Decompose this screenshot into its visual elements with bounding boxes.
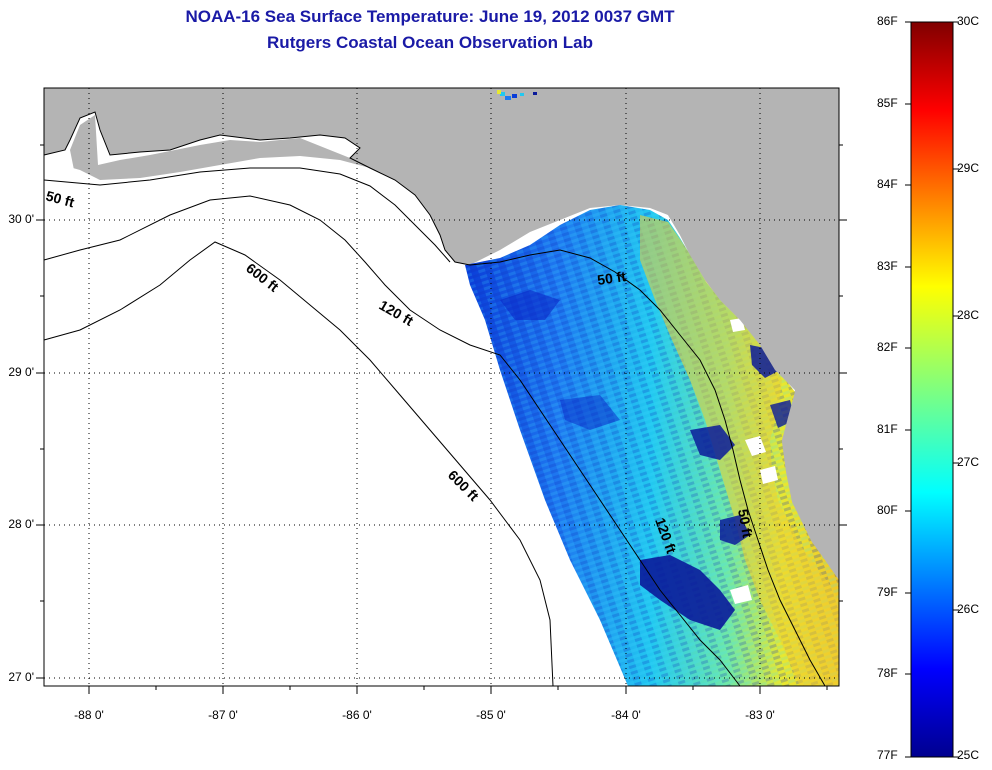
colorbar-label-c: 30C: [957, 14, 980, 28]
lon-label-87: -87 0': [208, 708, 238, 722]
colorbar-label-c: 28C: [957, 308, 980, 322]
colorbar-label-c: 26C: [957, 602, 980, 616]
colorbar-label-f: 85F: [877, 96, 898, 110]
isobath-label-50-south: 50 ft: [735, 508, 756, 539]
colorbar-label-f: 83F: [877, 259, 898, 273]
isobath-label-50-west: 50 ft: [44, 187, 76, 210]
colorbar-label-f: 86F: [877, 14, 898, 28]
map-subtitle: Rutgers Coastal Ocean Observation Lab: [267, 33, 593, 52]
isobath-label-50-east: 50 ft: [596, 268, 627, 288]
lat-label-29: 29 0': [8, 365, 34, 379]
sst-swath: [465, 205, 839, 686]
colorbar-label-f: 79F: [877, 585, 898, 599]
colorbar-label-c: 29C: [957, 161, 980, 175]
colorbar-label-c: 25C: [957, 748, 980, 762]
colorbar-label-c: 27C: [957, 455, 980, 469]
lat-label-30: 30 0': [8, 212, 34, 226]
lat-label-27: 27 0': [8, 670, 34, 684]
lon-label-84: -84 0': [611, 708, 641, 722]
lon-label-85: -85 0': [476, 708, 506, 722]
lon-label-86: -86 0': [342, 708, 372, 722]
map-title: NOAA-16 Sea Surface Temperature: June 19…: [185, 7, 675, 26]
colorbar-label-f: 77F: [877, 748, 898, 762]
colorbar-label-f: 78F: [877, 666, 898, 680]
colorbar-label-f: 82F: [877, 340, 898, 354]
lon-label-83: -83 0': [745, 708, 775, 722]
map-frame: [43, 87, 840, 687]
sst-colorbar: [910, 21, 954, 758]
lat-label-28: 28 0': [8, 517, 34, 531]
colorbar-label-f: 80F: [877, 503, 898, 517]
colorbar-label-f: 81F: [877, 422, 898, 436]
lon-label-88: -88 0': [74, 708, 104, 722]
colorbar-label-f: 84F: [877, 177, 898, 191]
